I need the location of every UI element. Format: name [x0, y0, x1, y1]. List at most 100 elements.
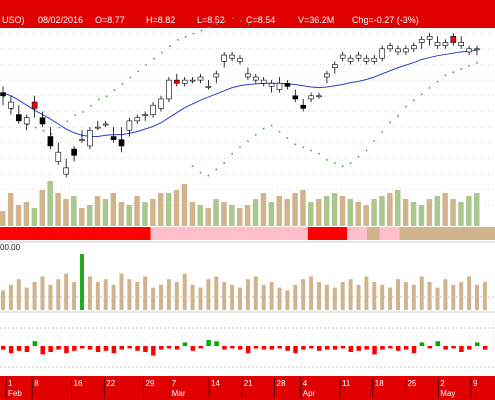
- indicator-bar: [230, 284, 235, 310]
- oscillator-bar: [190, 346, 196, 351]
- candle-body: [355, 54, 362, 59]
- sar-dot-lower: [318, 152, 320, 155]
- oscillator-bar: [332, 346, 338, 350]
- volume-bar: [71, 196, 77, 226]
- candle: [466, 45, 472, 56]
- sar-dot-upper: [121, 82, 124, 85]
- volume-bar: [142, 202, 148, 226]
- sar-dot-upper: [184, 35, 187, 38]
- volume-bar: [418, 205, 425, 226]
- indicator-bar: [56, 279, 61, 310]
- sar-dot-lower: [333, 162, 336, 164]
- candle-body: [126, 120, 133, 131]
- oscillator-bar: [309, 346, 314, 349]
- oscillator-bar: [16, 346, 22, 351]
- axis-tick-label: 25: [408, 379, 417, 388]
- candle: [363, 55, 370, 65]
- candle-body: [442, 42, 449, 46]
- candle-body: [134, 117, 141, 122]
- axis-month-label: May: [440, 389, 455, 398]
- axis-month-label: Feb: [8, 389, 22, 398]
- candle: [253, 73, 259, 84]
- candle: [63, 158, 70, 178]
- sar-dot-upper: [200, 29, 203, 32]
- axis-tick-label: 11: [342, 379, 351, 388]
- candle-body: [418, 39, 425, 43]
- volume-bar: [474, 193, 480, 226]
- volume-bar: [118, 202, 124, 226]
- sar-dot-upper: [153, 57, 156, 60]
- candle: [410, 42, 417, 52]
- sar-dot-lower: [326, 159, 328, 161]
- candle-body: [284, 82, 291, 87]
- volume-bar: [434, 196, 440, 226]
- axis-tick-label: 9: [473, 379, 478, 388]
- candle: [55, 142, 62, 165]
- sar-dot-lower: [452, 71, 455, 74]
- indicator-bar: [214, 276, 219, 310]
- candle-body: [292, 95, 299, 100]
- indicator-bar: [143, 276, 148, 310]
- axis-tick-label: 29: [146, 379, 155, 388]
- date-axis-bar: [0, 376, 495, 400]
- indicator-bar: [356, 284, 361, 310]
- volume-bar: [371, 199, 377, 226]
- candle: [339, 51, 346, 62]
- indicator-bar: [159, 284, 163, 310]
- oscillator-bar: [411, 346, 417, 354]
- candle-body: [253, 76, 259, 81]
- header-bar: [0, 0, 495, 28]
- volume-bar: [323, 196, 330, 226]
- indicator-bar: [182, 273, 187, 310]
- sar-dot-upper: [105, 95, 108, 98]
- candle-body: [102, 123, 109, 126]
- axis-tick-label: 1: [8, 379, 13, 388]
- indicator-bar: [475, 284, 479, 310]
- candle-body: [15, 114, 22, 122]
- volume-bar: [450, 199, 456, 226]
- sar-dot-lower: [207, 174, 210, 177]
- oscillator-bar: [159, 346, 164, 350]
- oscillator-bar: [222, 346, 227, 350]
- sar-dot-lower: [381, 130, 384, 133]
- indicator-bar: [293, 284, 298, 310]
- oscillator-bar: [475, 342, 480, 346]
- indicator-bar: [340, 282, 345, 310]
- candle-body: [395, 48, 401, 53]
- candle: [308, 92, 314, 103]
- sar-dot-lower: [444, 74, 447, 77]
- candle: [166, 77, 172, 103]
- oscillator-bar: [403, 346, 409, 350]
- candle: [284, 80, 291, 90]
- indicator-bar: [40, 276, 45, 310]
- header-high: H=8.82: [146, 15, 175, 25]
- sar-dot-lower: [199, 171, 202, 174]
- sar-dot-upper: [232, 17, 235, 19]
- oscillator-bar: [301, 346, 306, 350]
- sar-dot-upper: [50, 133, 53, 135]
- indicator-bar: [238, 287, 242, 310]
- volume-bar: [173, 190, 180, 226]
- candle-body: [23, 117, 30, 125]
- candle: [197, 73, 204, 84]
- oscillator-bar: [380, 346, 385, 350]
- candle: [158, 95, 164, 112]
- axis-month-label: Apr: [303, 389, 316, 398]
- band-segment: [307, 227, 348, 240]
- indicator-bar: [119, 273, 124, 310]
- sar-dot-upper: [66, 120, 69, 123]
- volume-bar: [134, 196, 140, 226]
- oscillator-bar: [364, 346, 369, 350]
- indicator-bar: [396, 279, 400, 310]
- indicator-bar: [317, 282, 321, 310]
- candle-body: [245, 73, 251, 78]
- candle-body: [450, 35, 457, 43]
- candle-body: [166, 79, 172, 100]
- candle-body: [189, 79, 196, 82]
- price-grid: [0, 32, 495, 206]
- sar-dot-upper: [240, 20, 242, 23]
- candle: [292, 89, 299, 103]
- candle-body: [95, 126, 101, 129]
- volume-bar: [63, 199, 69, 226]
- sar-dot-upper: [216, 23, 219, 26]
